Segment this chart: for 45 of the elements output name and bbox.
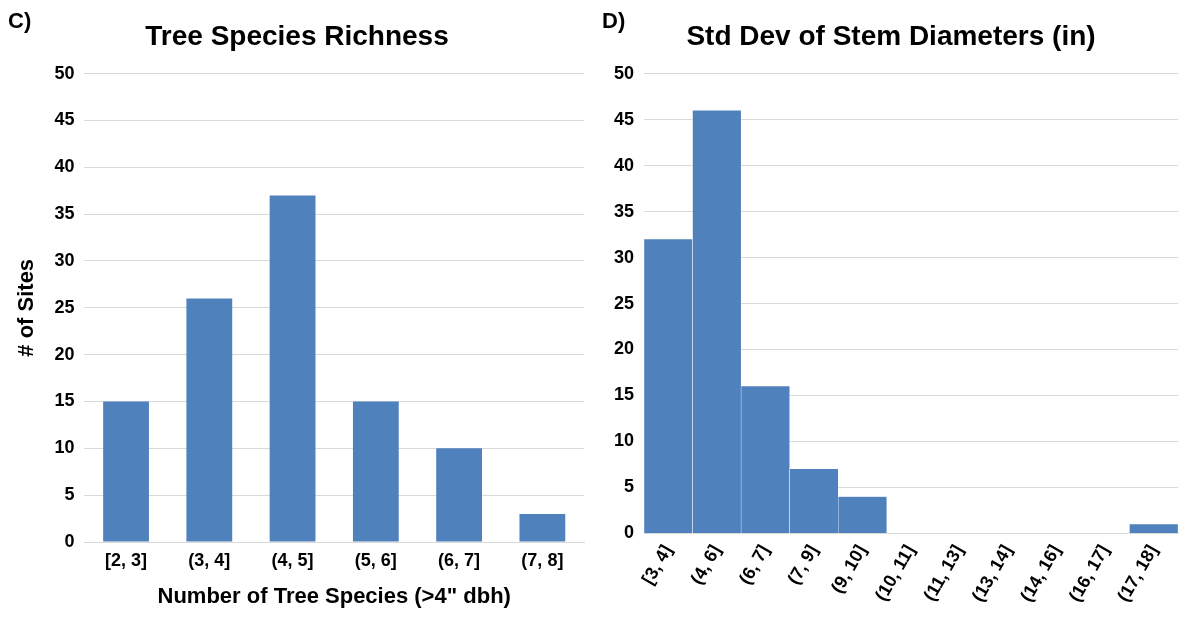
y-tick-label: 30 (54, 249, 75, 270)
x-tick-label: (16, 17] (1064, 541, 1113, 606)
x-tick-label: (17, 18] (1113, 541, 1162, 606)
x-tick-label: (11, 13] (919, 541, 968, 605)
text: D) (602, 8, 626, 34)
y-tick-label: 50 (613, 62, 635, 83)
y-tick-label: 5 (624, 476, 635, 497)
x-axis-title: Number of Tree Species (>4" dbh) (157, 582, 511, 608)
y-tick-label: 15 (54, 390, 75, 411)
chart-title: Tree Species Richness (145, 19, 449, 51)
y-tick-label: 10 (54, 437, 75, 458)
y-tick-label: 0 (64, 530, 75, 551)
chart-title: Std Dev of Stem Diameters (in) (686, 19, 1096, 51)
y-tick-label: 25 (54, 296, 75, 317)
y-tick-label: 0 (624, 522, 635, 543)
x-tick-label: (9, 10] (826, 541, 871, 597)
text: C) (8, 8, 32, 34)
x-tick-label: (14, 16] (1016, 541, 1065, 606)
x-tick-label: (4, 6] (686, 541, 725, 588)
y-tick-label: 30 (613, 246, 635, 267)
x-tick-label: (10, 11] (870, 541, 919, 605)
y-tick-label: 45 (54, 109, 75, 130)
y-tick-label: 10 (613, 430, 635, 451)
y-tick-label: 5 (64, 484, 75, 505)
y-axis-title: # of Sites (13, 258, 39, 357)
y-tick-label: 35 (613, 200, 635, 221)
x-tick-label: (6, 7] (734, 541, 774, 588)
x-tick-label: [3, 4] (637, 541, 677, 588)
x-tick-label: (4, 5] (271, 549, 314, 570)
y-tick-label: 15 (613, 384, 635, 405)
x-tick-label: [2, 3] (105, 549, 148, 570)
x-tick-label: (7, 8] (521, 549, 564, 570)
y-tick-label: 45 (613, 108, 635, 129)
y-tick-label: 35 (54, 203, 75, 224)
y-tick-label: 40 (613, 154, 635, 175)
x-tick-label: (3, 4] (188, 549, 231, 570)
x-tick-label: (13, 14] (967, 541, 1016, 606)
y-tick-label: 20 (54, 343, 75, 364)
y-tick-label: 25 (613, 292, 635, 313)
y-tick-label: 20 (613, 338, 635, 359)
y-tick-label: 40 (54, 156, 75, 177)
x-tick-label: (5, 6] (354, 549, 397, 570)
x-tick-label: (6, 7] (438, 549, 481, 570)
x-tick-label: (7, 9] (783, 541, 822, 588)
y-tick-label: 50 (54, 62, 75, 83)
